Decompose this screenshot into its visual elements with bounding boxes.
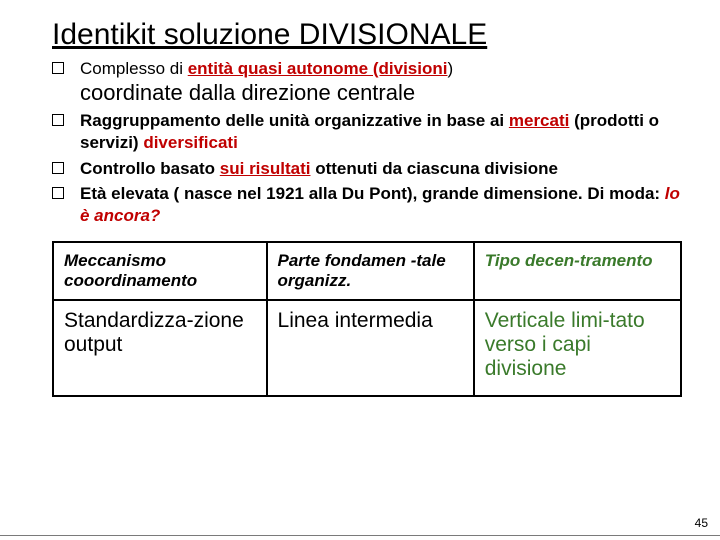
td-parte: Linea intermedia <box>267 300 474 396</box>
bullet-1-line2: coordinate dalla direzione centrale <box>80 80 682 106</box>
th-tipo: Tipo decen-tramento <box>474 242 681 300</box>
bullet-4: Età elevata ( nasce nel 1921 alla Du Pon… <box>52 183 682 227</box>
bullet-1-pre: Complesso di <box>80 59 188 78</box>
td-tipo: Verticale limi-tato verso i capi divisio… <box>474 300 681 396</box>
bullet-1: Complesso di entità quasi autonome (divi… <box>52 58 682 106</box>
bullet-3-a: Controllo basato <box>80 159 220 178</box>
page-number: 45 <box>695 516 708 530</box>
bullet-list: Complesso di entità quasi autonome (divi… <box>52 58 682 227</box>
footer-line <box>0 535 720 536</box>
th-parte: Parte fondamen -tale organizz. <box>267 242 474 300</box>
summary-table: Meccanismo cooordinamento Parte fondamen… <box>52 241 682 397</box>
bullet-3-b: ottenuti da ciascuna divisione <box>310 159 558 178</box>
table-header-row: Meccanismo cooordinamento Parte fondamen… <box>53 242 681 300</box>
bullet-2-hl2: diversificati <box>143 133 238 152</box>
bullet-3-hl: sui risultati <box>220 159 311 178</box>
bullet-4-a: Età elevata ( nasce nel 1921 alla Du Pon… <box>80 184 665 203</box>
bullet-2-hl1: mercati <box>509 111 569 130</box>
slide-title: Identikit soluzione DIVISIONALE <box>52 18 682 52</box>
bullet-1-highlight: entità quasi autonome (divisioni <box>188 59 448 78</box>
td-meccanismo: Standardizza-zione output <box>53 300 267 396</box>
bullet-3: Controllo basato sui risultati ottenuti … <box>52 158 682 180</box>
bullet-2: Raggruppamento delle unità organizzative… <box>52 110 682 154</box>
bullet-2-a: Raggruppamento delle unità organizzative… <box>80 111 509 130</box>
bullet-1-paren: ) <box>447 59 453 78</box>
slide-container: Identikit soluzione DIVISIONALE Compless… <box>0 0 720 540</box>
table-row: Standardizza-zione output Linea intermed… <box>53 300 681 396</box>
th-meccanismo: Meccanismo cooordinamento <box>53 242 267 300</box>
